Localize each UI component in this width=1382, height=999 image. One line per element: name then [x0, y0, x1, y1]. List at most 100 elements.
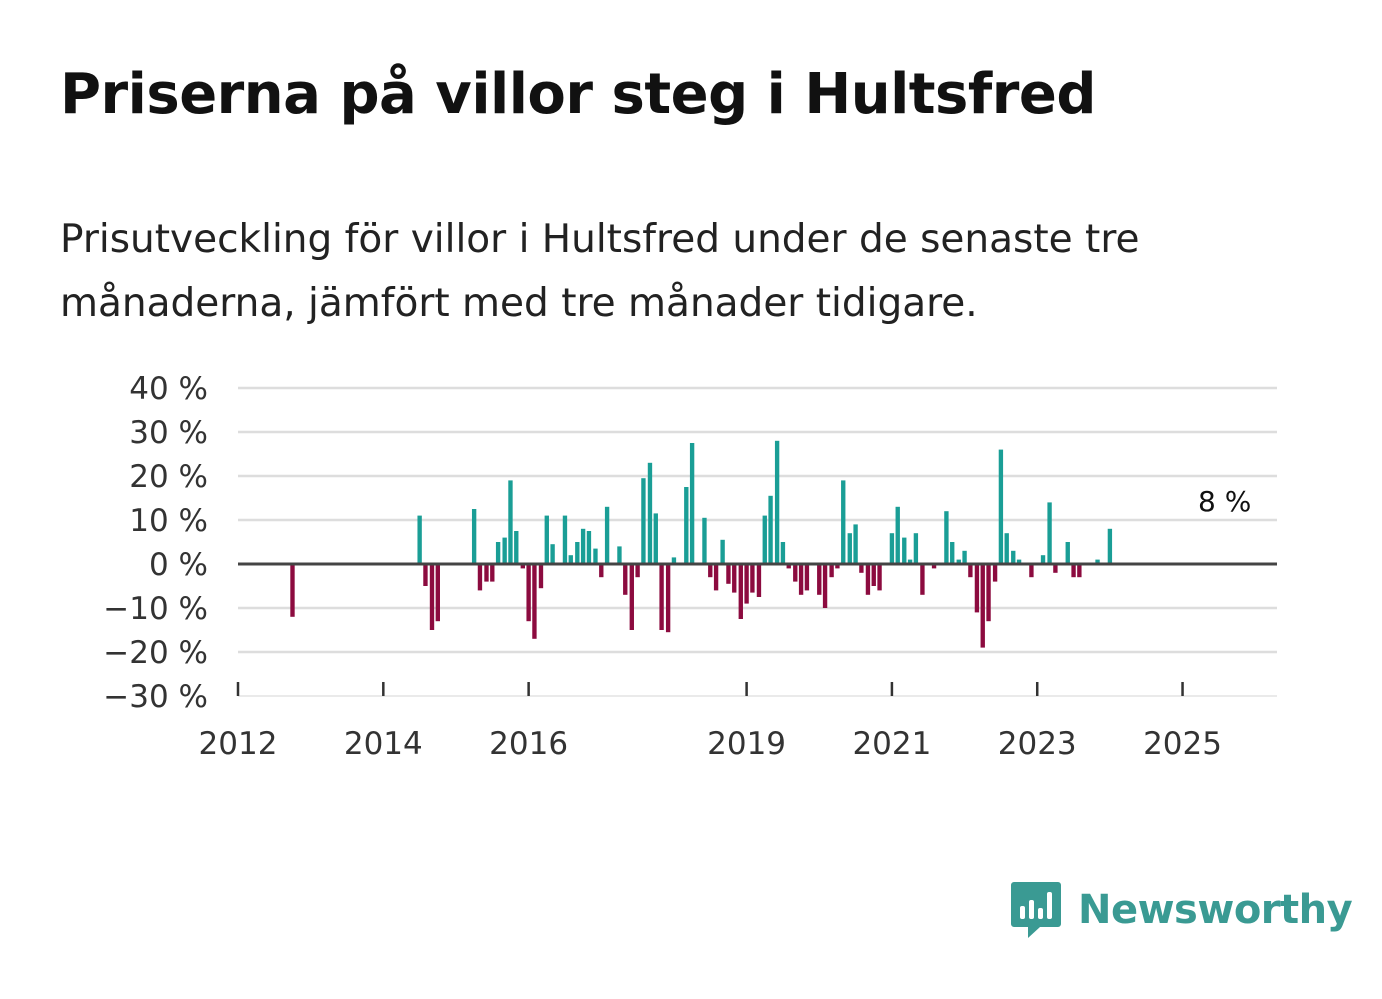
x-tick-label: 2012 [199, 726, 278, 762]
bar [1095, 559, 1100, 564]
bar [913, 533, 919, 564]
bar [895, 506, 900, 564]
bar [484, 564, 489, 582]
bar [732, 564, 737, 593]
bar [738, 564, 743, 619]
bar [998, 449, 1004, 564]
bar [580, 528, 586, 564]
bar [974, 564, 980, 613]
chart-title: Priserna på villor steg i Hultsfred [60, 62, 1096, 127]
bar [1040, 555, 1046, 564]
bar [1029, 564, 1034, 578]
bar [756, 564, 762, 597]
bar [423, 564, 428, 586]
bar [477, 564, 483, 591]
bar [526, 564, 531, 622]
bar [902, 537, 907, 564]
y-tick-label: 0 % [149, 547, 208, 583]
bar-chart: 40 % 30 % 20 % 10 % 0 % −10 % −20 % −30 % 2012 2… [103, 371, 1277, 762]
bar [514, 531, 519, 564]
y-tick-label: 20 % [129, 459, 208, 495]
bar [568, 555, 573, 564]
bar [708, 564, 713, 578]
bar [520, 564, 525, 569]
bar [417, 515, 422, 564]
bar [817, 564, 822, 595]
bar [623, 564, 628, 595]
bar [671, 557, 677, 564]
x-tick-label: 2025 [1143, 726, 1222, 762]
brand-name: Newsworthy [1078, 887, 1353, 933]
bar [713, 564, 719, 591]
bar [841, 480, 846, 564]
bar [762, 515, 767, 564]
y-tick-label: 10 % [129, 503, 208, 539]
bar [847, 533, 852, 564]
bar [1016, 559, 1022, 564]
bar [647, 462, 653, 564]
bar [1011, 550, 1016, 564]
bar [986, 564, 991, 622]
bar [635, 564, 640, 578]
bar [793, 564, 798, 582]
bar [659, 564, 664, 630]
bars [290, 440, 1113, 648]
bar [665, 564, 671, 633]
bar [920, 564, 925, 595]
y-tick-label: −10 % [103, 591, 208, 627]
grid-lines [238, 386, 1277, 697]
bar [617, 546, 622, 564]
bar [962, 550, 967, 564]
brand-logo: Newsworthy [1010, 880, 1353, 940]
bar [877, 564, 882, 591]
bar [804, 564, 810, 591]
bar [641, 478, 646, 564]
bar [490, 564, 495, 582]
bar [429, 564, 435, 630]
bar [822, 564, 828, 608]
bar [684, 487, 689, 564]
x-tick-label: 2021 [852, 726, 931, 762]
bar [744, 564, 749, 604]
bar [508, 480, 513, 564]
bar [1065, 542, 1070, 564]
bar [593, 548, 598, 564]
bar [889, 533, 895, 564]
bar [586, 531, 592, 564]
x-tick-label: 2023 [998, 726, 1077, 762]
bar [532, 564, 537, 639]
bar [471, 509, 477, 564]
bar [1107, 528, 1113, 564]
bar [1004, 533, 1009, 564]
bar [798, 564, 804, 595]
bar [871, 564, 876, 586]
x-tick-label: 2014 [344, 726, 423, 762]
bar [689, 443, 695, 564]
bar [562, 515, 568, 564]
bar [774, 440, 780, 564]
bar [435, 564, 440, 622]
bar [931, 564, 937, 569]
bar [1071, 564, 1076, 578]
bar [980, 564, 985, 648]
bar [599, 564, 604, 578]
bar [702, 517, 707, 564]
x-tick-label: 2016 [489, 726, 568, 762]
y-tick-label: −20 % [103, 635, 208, 671]
annotations: 8 % [1198, 485, 1251, 518]
bar [956, 559, 961, 564]
x-tick-label: 2019 [707, 726, 786, 762]
y-tick-label: 40 % [129, 371, 208, 407]
bar-chart-logo-icon [1011, 882, 1061, 938]
y-axis-ticks: 40 % 30 % 20 % 10 % 0 % −10 % −20 % −30 % [103, 371, 208, 715]
bar [720, 539, 725, 564]
bar [968, 564, 973, 578]
bar [992, 564, 998, 582]
bar [865, 564, 871, 595]
bar [835, 564, 840, 569]
bar [1047, 502, 1052, 564]
y-tick-label: 30 % [129, 415, 208, 451]
bar [907, 559, 913, 564]
y-tick-label: −30 % [103, 679, 208, 715]
bar [653, 513, 658, 564]
